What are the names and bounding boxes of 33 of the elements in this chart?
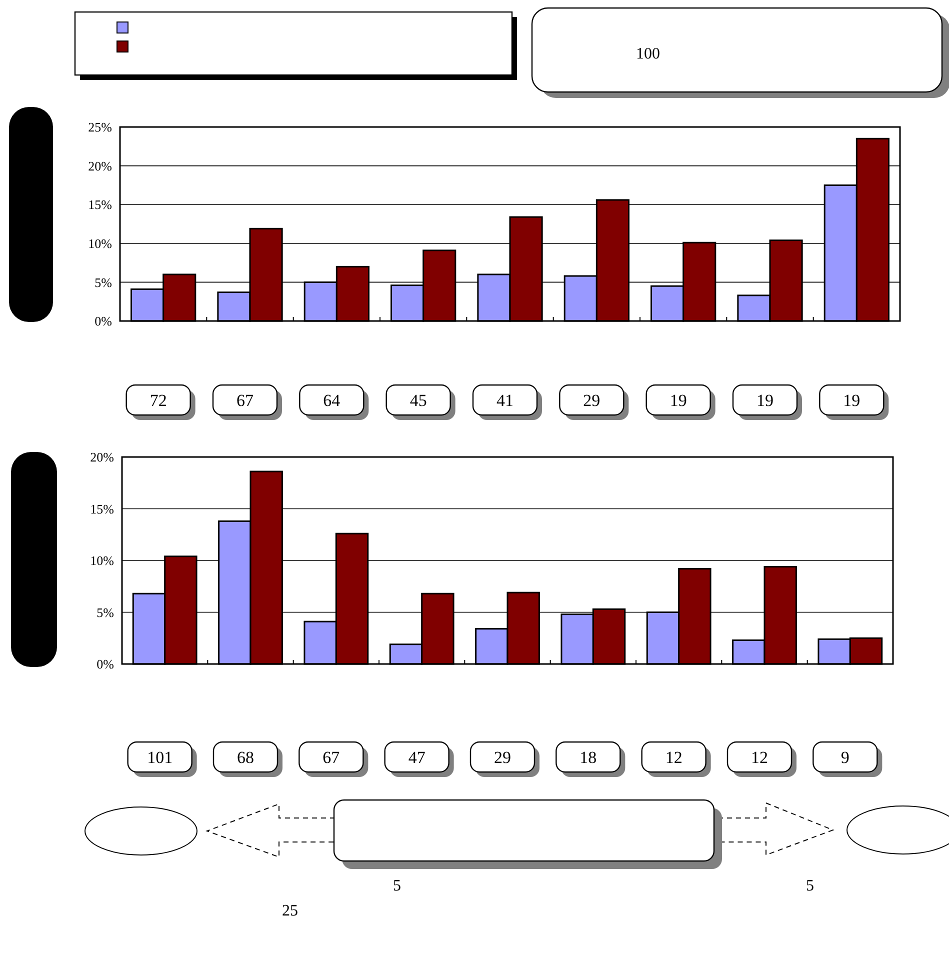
text: 100 (636, 46, 660, 63)
x-tick-label: 19 (843, 390, 860, 410)
y-tick-label: 15% (88, 197, 112, 212)
y-tick-label: 20% (90, 450, 114, 465)
x-tick-label: 67 (322, 748, 340, 767)
y-tick-label: 5% (96, 604, 114, 620)
x-tick-label: 19 (756, 390, 774, 410)
y-tick-label: 0% (94, 314, 112, 329)
x-tick-label: 67 (236, 390, 254, 410)
text: 5 (806, 878, 814, 895)
x-tick-label: 101 (147, 748, 173, 767)
x-tick-label: 64 (323, 390, 341, 410)
y-tick-label: 25% (88, 120, 112, 135)
x-tick-label: 12 (751, 748, 768, 767)
x-tick-label: 29 (583, 390, 600, 410)
y-tick-label: 10% (88, 236, 112, 251)
x-tick-label: 68 (237, 748, 254, 767)
x-tick-label: 12 (665, 748, 682, 767)
x-tick-label: 41 (496, 390, 514, 410)
x-tick-label: 9 (840, 748, 850, 767)
x-tick-label: 72 (150, 390, 167, 410)
x-tick-label: 45 (410, 390, 427, 410)
x-tick-label: 47 (408, 748, 426, 767)
y-tick-label: 10% (90, 553, 114, 568)
y-tick-label: 20% (88, 158, 112, 174)
y-tick-label: 0% (96, 656, 114, 672)
text: 5 (393, 878, 401, 895)
y-tick-label: 5% (94, 274, 112, 290)
x-tick-label: 19 (670, 390, 687, 410)
text: 25 (282, 902, 298, 920)
y-tick-label: 15% (90, 501, 114, 516)
x-tick-label: 18 (580, 748, 597, 767)
x-tick-label: 29 (494, 748, 511, 767)
